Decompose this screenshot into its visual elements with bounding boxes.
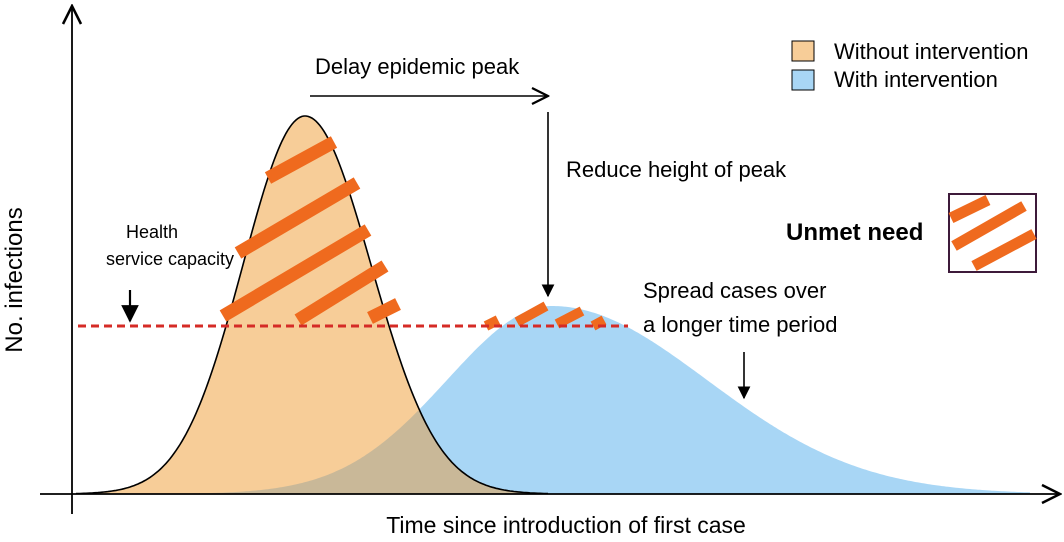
unmet-need-label: Unmet need xyxy=(786,219,923,246)
delay-peak-label: Delay epidemic peak xyxy=(315,54,520,79)
legend-label-without: Without intervention xyxy=(834,39,1028,64)
with-intervention-curve xyxy=(76,306,1030,494)
y-axis-label: No. infections xyxy=(1,207,28,352)
spread-cases-label-line1: Spread cases over xyxy=(643,278,826,303)
spread-cases-label-line2: a longer time period xyxy=(643,312,837,337)
legend-label-with: With intervention xyxy=(834,67,998,92)
reduce-height-label: Reduce height of peak xyxy=(566,157,787,182)
unmet-need-legend: Unmet need xyxy=(786,193,1037,273)
health-capacity-label-line2: service capacity xyxy=(106,249,234,269)
unmet-need-hatch-with xyxy=(483,301,607,331)
legend: Without intervention With intervention xyxy=(791,39,1028,92)
legend-swatch-with xyxy=(791,69,815,91)
unmet-need-hatch-without xyxy=(219,136,401,326)
health-capacity-label-line1: Health xyxy=(126,222,178,242)
without-intervention-outline xyxy=(75,115,549,495)
legend-swatch-without xyxy=(791,40,815,62)
x-axis-label: Time since introduction of first case xyxy=(386,512,746,538)
